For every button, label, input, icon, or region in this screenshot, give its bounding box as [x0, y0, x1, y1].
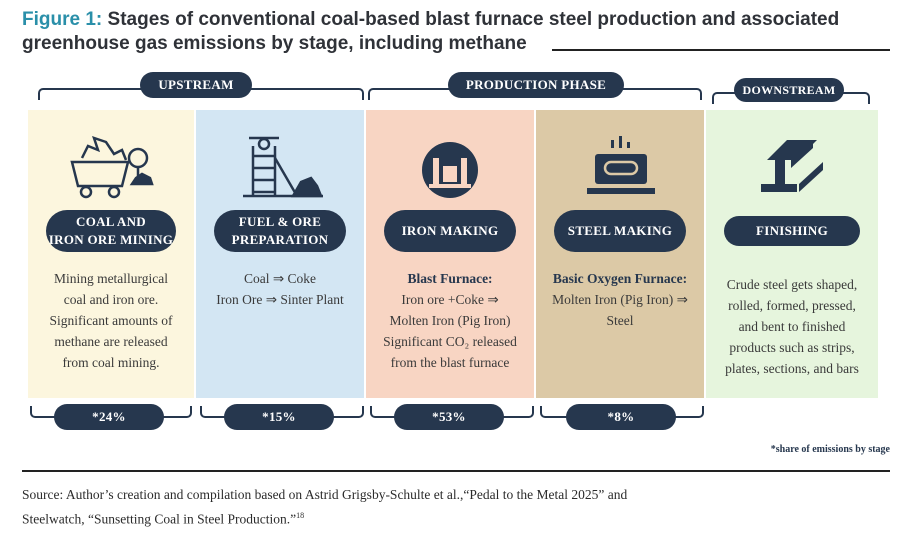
share-badge-mining: *24%: [54, 404, 164, 430]
source-line-2: Steelwatch, “Sunsetting Coal in Steel Pr…: [22, 511, 305, 527]
stage-panel-iron-making: IRON MAKING Blast Furnace: Iron ore +Cok…: [366, 110, 534, 398]
stage-name-finishing: FINISHING: [724, 216, 860, 246]
mine-cart-icon: [28, 128, 194, 200]
stage-lead-steel-making: Basic Oxygen Furnace:: [552, 271, 688, 286]
stage-description-mining: Mining metallurgical coal and iron ore. …: [49, 271, 173, 370]
share-note: *share of emissions by stage: [770, 444, 890, 455]
share-badge-iron-making: *53%: [394, 404, 504, 430]
share-badge-steel-making: *8%: [566, 404, 676, 430]
figure-label: Figure 1:: [22, 9, 103, 30]
stage-panel-finishing: FINISHING Crude steel gets shaped, rolle…: [706, 110, 878, 398]
phase-upstream-label: UPSTREAM: [140, 72, 252, 98]
figure-title: Figure 1: Stages of conventional coal-ba…: [22, 8, 892, 56]
stage-description-steel-making: Basic Oxygen Furnace: Molten Iron (Pig I…: [546, 268, 694, 331]
source-line-1: Source: Author’s creation and compilatio…: [22, 487, 628, 502]
phase-production-label: PRODUCTION PHASE: [448, 72, 624, 98]
mine-tower-icon: [196, 128, 364, 200]
blast-furnace-icon: [366, 128, 534, 200]
phase-downstream-label: DOWNSTREAM: [734, 78, 844, 102]
share-badge-preparation: *15%: [224, 404, 334, 430]
footnote-marker: 18: [296, 511, 305, 520]
stage-panel-mining: COAL AND IRON ORE MINING Mining metallurg…: [28, 110, 194, 398]
steel-beam-icon: [706, 128, 878, 200]
source-note: Source: Author’s creation and compilatio…: [22, 484, 882, 530]
stage-name-mining: COAL AND IRON ORE MINING: [46, 210, 176, 252]
stage-panel-steel-making: STEEL MAKING Basic Oxygen Furnace: Molte…: [536, 110, 704, 398]
stage-name-steel-making: STEEL MAKING: [554, 210, 686, 252]
oxygen-furnace-icon: [536, 128, 704, 200]
figure-title-text: Stages of conventional coal-based blast …: [22, 9, 840, 54]
title-rule: [552, 49, 890, 51]
stage-description-iron-making: Blast Furnace: Iron ore +Coke ⇒ Molten I…: [376, 268, 524, 373]
footer-rule: [22, 470, 890, 472]
stage-name-preparation: FUEL & ORE PREPARATION: [214, 210, 346, 252]
stage-panel-preparation: FUEL & ORE PREPARATION Coal ⇒ Coke Iron O…: [196, 110, 364, 398]
stage-name-iron-making: IRON MAKING: [384, 210, 516, 252]
stage-description-preparation: Coal ⇒ Coke Iron Ore ⇒ Sinter Plant: [216, 271, 344, 307]
stage-lead-iron-making: Blast Furnace:: [407, 271, 493, 286]
stage-description-finishing: Crude steel gets shaped, rolled, formed,…: [725, 277, 859, 376]
